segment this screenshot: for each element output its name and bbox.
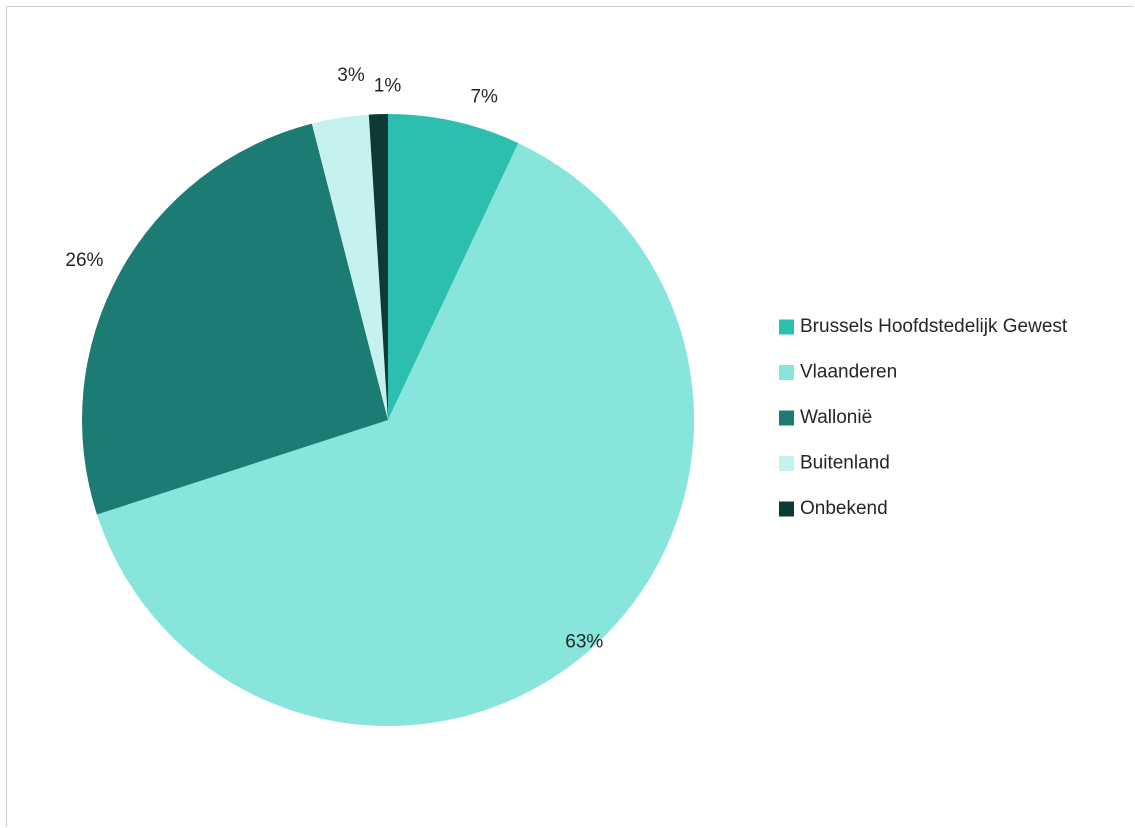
data-label-buitenland: 3% — [337, 65, 365, 86]
legend-label-buitenland: Buitenland — [800, 453, 890, 474]
pie-slice-onbekend — [368, 114, 388, 420]
legend-label-vlaanderen: Vlaanderen — [800, 362, 897, 383]
legend-swatch-wallonie — [779, 410, 794, 426]
legend-label-wallonie: Wallonië — [800, 407, 872, 428]
data-label-vlaanderen: 63% — [565, 632, 603, 653]
legend-swatch-vlaanderen — [779, 365, 794, 380]
legend-swatch-brussels-hoofdstedelijk-gewest — [779, 319, 794, 335]
pie-slice-brussels-hoofdstedelijk-gewest — [388, 114, 519, 420]
legend-swatch-onbekend — [779, 501, 794, 517]
legend-swatch-buitenland — [779, 456, 794, 471]
pie-data-labels: 7% 63% 26% 3% 1% — [65, 65, 603, 652]
pie-slices — [81, 114, 694, 726]
legend-label-onbekend: Onbekend — [800, 498, 888, 519]
legend: Brussels Hoofdstedelijk Gewest Vlaanderen… — [779, 316, 1068, 519]
data-label-wallonie: 26% — [65, 250, 103, 271]
legend-label-brussels-hoofdstedelijk-gewest: Brussels Hoofdstedelijk Gewest — [800, 316, 1068, 337]
pie-slice-wallonie — [81, 123, 389, 515]
pie-slice-buitenland — [311, 114, 388, 420]
data-label-onbekend: 1% — [374, 75, 402, 96]
pie-slice-vlaanderen — [96, 143, 694, 726]
data-label-brussels-hoofdstedelijk-gewest: 7% — [470, 86, 498, 107]
